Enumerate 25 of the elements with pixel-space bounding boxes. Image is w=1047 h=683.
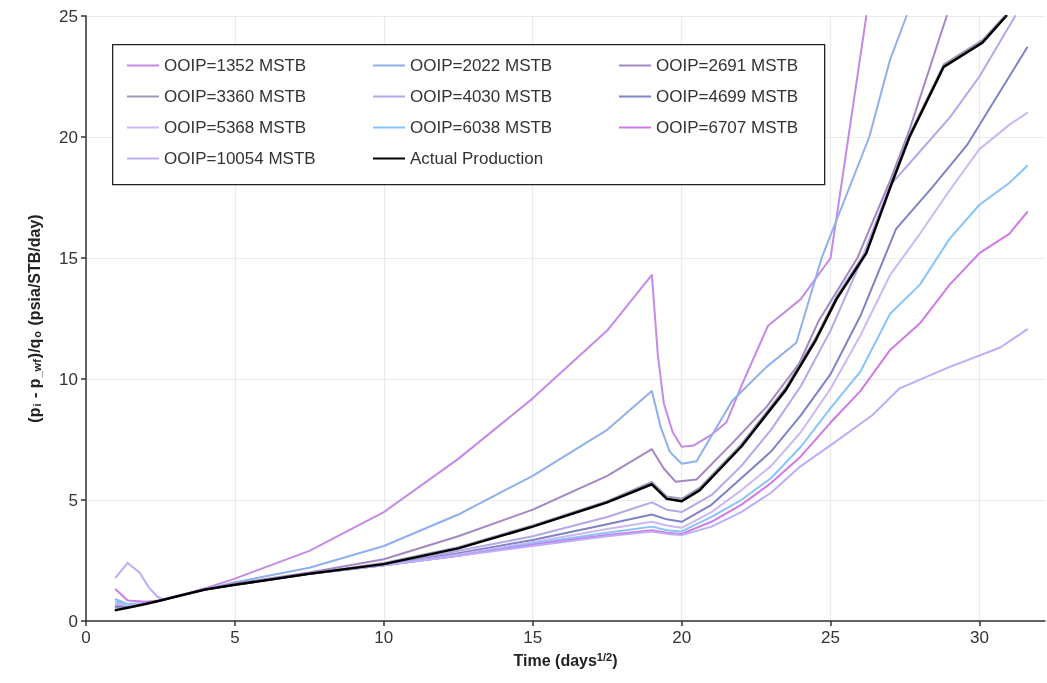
x-tick-label: 10 [374, 628, 394, 647]
y-tick-label: 5 [68, 490, 78, 510]
legend-label: OOIP=4699 MSTB [656, 87, 799, 106]
x-tick-label: 25 [821, 628, 841, 647]
legend-label: OOIP=6038 MSTB [410, 118, 553, 137]
x-tick-label: 20 [672, 628, 692, 647]
legend-label: OOIP=6707 MSTB [656, 118, 799, 137]
legend-label: OOIP=5368 MSTB [164, 118, 307, 137]
x-tick-label: 30 [970, 628, 989, 647]
y-tick-label: 20 [59, 127, 78, 147]
legend-label: Actual Production [410, 149, 544, 168]
x-tick-label: 5 [230, 628, 240, 647]
legend-label: OOIP=2691 MSTB [656, 56, 799, 75]
y-tick-label: 25 [59, 6, 78, 26]
legend-label: OOIP=10054 MSTB [164, 149, 316, 168]
y-tick-label: 10 [59, 369, 78, 389]
y-tick-label: 15 [59, 248, 78, 268]
legend-label: OOIP=1352 MSTB [164, 56, 307, 75]
legend-label: OOIP=3360 MSTB [164, 87, 307, 106]
x-tick-label: 15 [523, 628, 543, 647]
x-tick-label: 0 [81, 628, 91, 647]
y-tick-label: 0 [68, 611, 78, 631]
y-axis-title: (pi - p_wf)/qo (psia/STB/day) [25, 214, 43, 423]
legend-label: OOIP=2022 MSTB [410, 56, 553, 75]
legend-label: OOIP=4030 MSTB [410, 87, 553, 106]
